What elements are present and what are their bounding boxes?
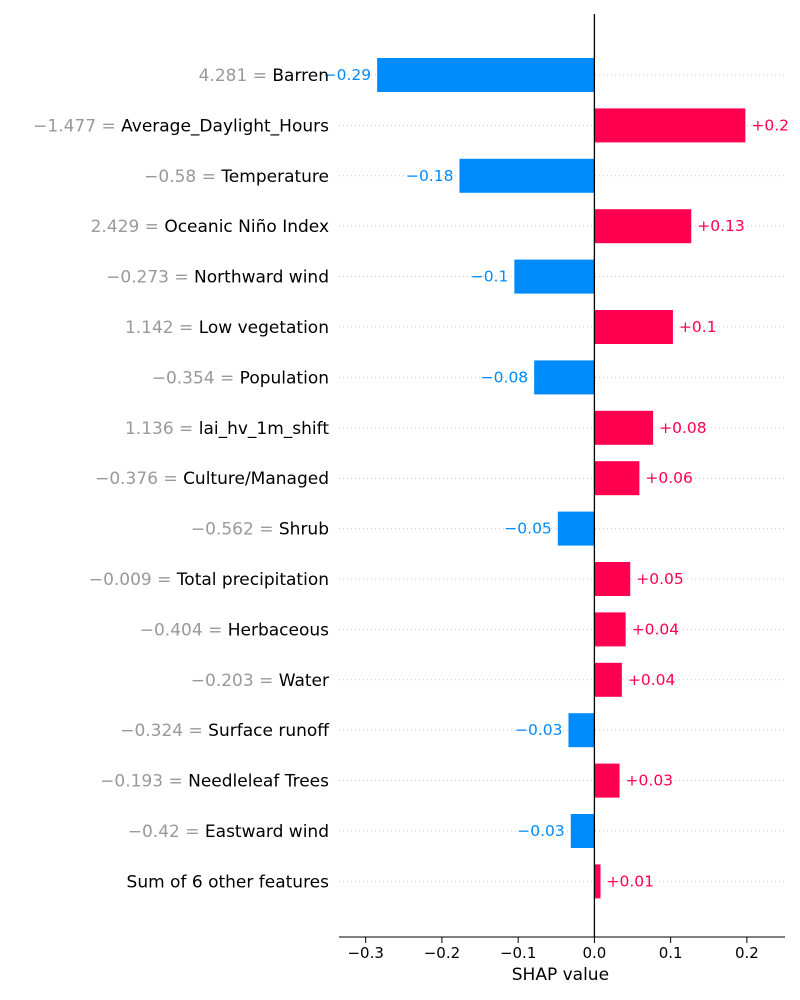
feature-label: −0.324 = Surface runoff (120, 721, 330, 741)
bar-value-label: −0.1 (471, 268, 509, 286)
shap-bar (594, 410, 654, 445)
shap-bar (514, 259, 595, 294)
shap-bar (594, 562, 631, 596)
bar-value-label: +0.13 (697, 217, 745, 235)
feature-name: Low vegetation (199, 318, 329, 338)
x-axis-title: SHAP value (512, 965, 609, 985)
shap-bar (534, 360, 595, 395)
bars (377, 58, 746, 899)
feature-value: −0.273 = (106, 268, 194, 288)
feature-name: Water (279, 671, 329, 691)
feature-name: Eastward wind (205, 822, 329, 842)
bar-value-label: +0.03 (626, 772, 674, 790)
shap-bar (594, 108, 746, 143)
feature-name: Oceanic Niño Index (164, 217, 329, 237)
shap-bar (377, 58, 595, 92)
feature-name: Temperature (220, 167, 329, 187)
feature-name: Barren (272, 66, 329, 86)
shap-bar (594, 612, 626, 647)
shap-bar (594, 310, 673, 344)
feature-name: Average_Daylight_Hours (121, 116, 329, 136)
feature-name: Surface runoff (208, 721, 330, 741)
shap-bar (568, 713, 595, 748)
x-tick-label: 0.2 (735, 944, 759, 962)
bar-value-label: −0.08 (481, 368, 529, 386)
feature-name: Sum of 6 other features (127, 872, 330, 892)
feature-label: −0.203 = Water (191, 671, 329, 691)
feature-value: −0.193 = (100, 772, 188, 792)
feature-label: 2.429 = Oceanic Niño Index (91, 217, 329, 237)
bar-value-label: +0.08 (659, 419, 707, 437)
feature-value: −0.009 = (89, 570, 177, 590)
row-gridlines (339, 74, 785, 882)
feature-name: Shrub (279, 520, 329, 540)
feature-name: Culture/Managed (183, 469, 329, 489)
feature-value: −0.376 = (95, 469, 183, 489)
shap-bar (594, 461, 640, 496)
feature-label: −0.42 = Eastward wind (128, 822, 329, 842)
feature-value: −1.477 = (33, 116, 121, 136)
bar-value-label: −0.03 (517, 822, 565, 840)
x-axis: −0.3 −0.2 −0.1 0.0 0.1 0.2 (339, 936, 785, 962)
feature-label: −0.562 = Shrub (191, 520, 329, 540)
bar-value-label: −0.29 (324, 66, 372, 84)
x-tick-label: −0.3 (347, 944, 383, 962)
shap-bar (557, 511, 595, 546)
shap-bar (594, 209, 692, 244)
bar-value-label: +0.04 (628, 671, 676, 689)
bar-value-label: −0.03 (515, 721, 563, 739)
shap-bar (594, 864, 601, 899)
feature-label: −0.009 = Total precipitation (89, 570, 329, 590)
feature-label: 4.281 = Barren (199, 66, 329, 86)
feature-label: 1.136 = lai_hv_1m_shift (125, 419, 329, 439)
feature-label: Sum of 6 other features (127, 872, 330, 892)
feature-value: −0.404 = (140, 620, 228, 640)
x-tick-label: 0.1 (659, 944, 683, 962)
bar-value-label: +0.05 (636, 570, 684, 588)
feature-value: −0.58 = (144, 167, 221, 187)
bar-value-label: +0.2 (751, 116, 789, 134)
feature-value: 4.281 = (199, 66, 273, 86)
bar-value-label: +0.1 (679, 318, 717, 336)
shap-bar (459, 158, 595, 193)
feature-name: Herbaceous (228, 620, 329, 640)
feature-value: 2.429 = (91, 217, 165, 237)
bar-value-label: −0.05 (504, 520, 552, 538)
feature-value: −0.562 = (191, 520, 279, 540)
feature-label: −0.58 = Temperature (144, 167, 329, 187)
feature-value: −0.324 = (120, 721, 208, 741)
feature-label: −0.376 = Culture/Managed (95, 469, 329, 489)
feature-label: −0.193 = Needleleaf Trees (100, 772, 329, 792)
shap-bar (594, 763, 620, 798)
x-tick-label: −0.1 (500, 944, 536, 962)
feature-value: −0.354 = (152, 368, 240, 388)
feature-value: 1.142 = (125, 318, 199, 338)
bar-value-label: −0.18 (406, 167, 454, 185)
feature-label: −1.477 = Average_Daylight_Hours (33, 116, 329, 136)
x-tick-label: 0.0 (582, 944, 606, 962)
feature-labels: −0.294.281 = Barren+0.2−1.477 = Average_… (33, 66, 789, 892)
feature-label: −0.273 = Northward wind (106, 268, 329, 288)
shap-bar (570, 814, 595, 848)
x-tick-label: −0.2 (424, 944, 460, 962)
bar-value-label: +0.01 (607, 872, 655, 890)
feature-value: 1.136 = (125, 419, 199, 439)
feature-value: −0.203 = (191, 671, 279, 691)
feature-name: lai_hv_1m_shift (199, 419, 330, 439)
feature-name: Northward wind (194, 268, 329, 288)
bar-value-label: +0.06 (645, 469, 693, 487)
feature-value: −0.42 = (128, 822, 205, 842)
feature-name: Population (240, 368, 329, 388)
bar-value-label: +0.04 (632, 620, 680, 638)
feature-name: Needleleaf Trees (188, 772, 329, 792)
feature-label: 1.142 = Low vegetation (125, 318, 329, 338)
feature-label: −0.354 = Population (152, 368, 329, 388)
shap-bar (594, 662, 622, 697)
feature-name: Total precipitation (176, 570, 329, 590)
feature-label: −0.404 = Herbaceous (140, 620, 329, 640)
